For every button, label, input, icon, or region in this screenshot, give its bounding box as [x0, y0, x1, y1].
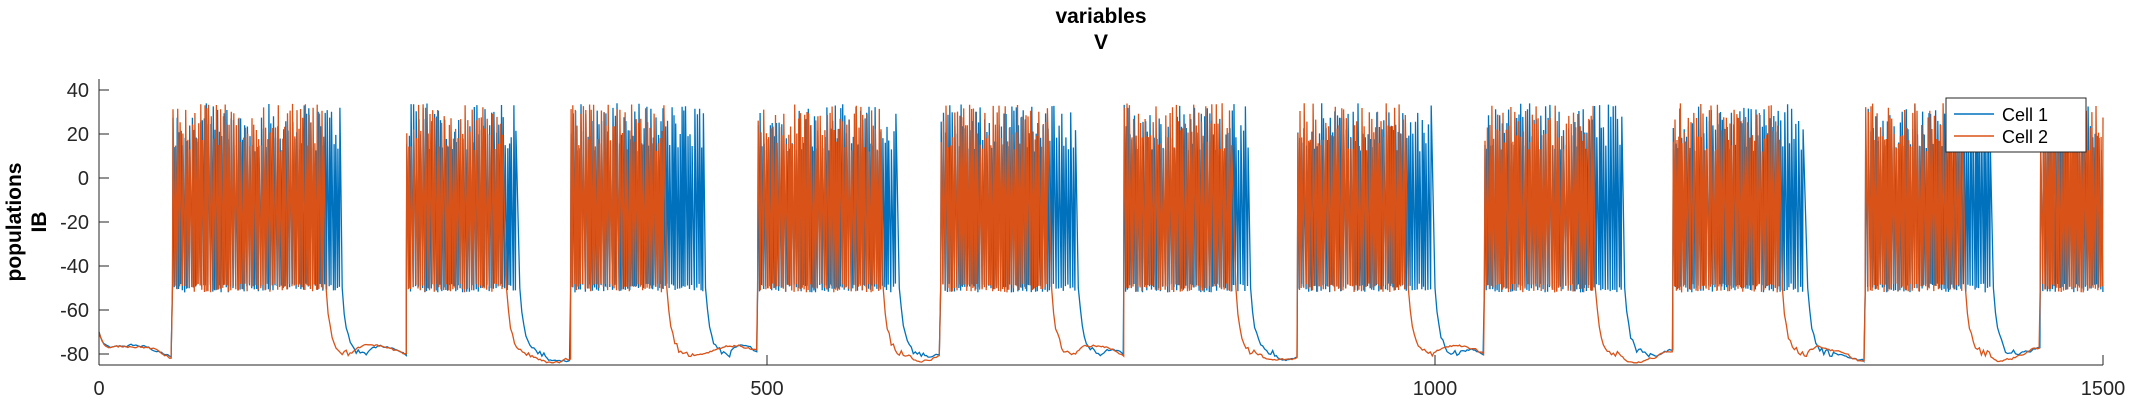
legend-label-cell1: Cell 1 [2002, 105, 2048, 125]
axes: 0 500 1000 1500 40 20 0 -20 -40 -60 -80 [60, 79, 2125, 400]
legend-box [1945, 97, 2087, 153]
y-tick-label: -20 [60, 212, 89, 234]
x-tick-label: 1000 [1413, 378, 1458, 400]
x-tick-label: 1500 [2081, 378, 2126, 400]
y-tick-label: 20 [67, 124, 89, 146]
y-tick-label: -60 [60, 300, 89, 322]
y-tick-label: -80 [60, 344, 89, 366]
x-tick-label: 500 [750, 378, 783, 400]
x-tick-label: 0 [93, 378, 104, 400]
chart-title-line-1: variables [1055, 5, 1146, 28]
chart-title-line-2: V [1094, 31, 1108, 54]
series-line-cell2 [98, 103, 2104, 364]
y-tick-label: 0 [78, 168, 89, 190]
y-tick-label: 40 [67, 80, 89, 102]
traces [98, 103, 2104, 364]
y-axis-label-line-1: populations [3, 163, 26, 282]
y-tick-label: -40 [60, 256, 89, 278]
y-axis-label-line-2: IB [28, 212, 51, 233]
legend-label-cell2: Cell 2 [2002, 127, 2048, 147]
series-line-cell1 [98, 103, 2104, 364]
